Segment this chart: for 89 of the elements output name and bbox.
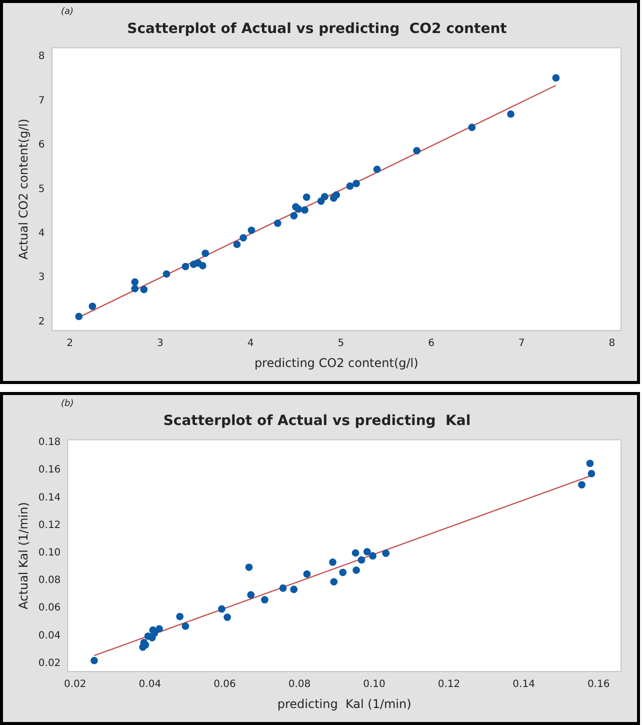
x-tick-label: 6 <box>428 338 434 350</box>
point <box>279 584 287 592</box>
y-tick-label: 0.14 <box>38 492 61 504</box>
y-tick-label: 0.12 <box>38 520 61 531</box>
text: (b) <box>61 399 74 409</box>
point <box>586 460 594 468</box>
point <box>339 568 347 576</box>
y-tick-label: 0.18 <box>38 437 61 448</box>
point <box>248 226 256 234</box>
y-tick-label: 3 <box>38 272 45 284</box>
point <box>552 74 560 82</box>
point <box>90 656 98 664</box>
y-tick-label: 0.10 <box>38 548 61 559</box>
text: (a) <box>61 7 74 17</box>
x-tick-label: 2 <box>66 338 74 350</box>
x-tick-label: 0.06 <box>214 679 236 690</box>
y-tick-label: 4 <box>38 228 45 239</box>
x-tick-label: 0.02 <box>64 679 86 690</box>
point <box>302 193 310 201</box>
point <box>468 124 476 132</box>
y-axis-title: Actual Kal (1/min) <box>16 502 30 610</box>
x-tick-label: 0.04 <box>138 679 162 690</box>
y-tick-label: 0.02 <box>38 658 61 669</box>
y-tick-label: 0.16 <box>38 464 61 476</box>
point <box>176 612 184 620</box>
point <box>382 550 390 557</box>
point <box>329 558 336 566</box>
x-tick-label: 7 <box>518 338 525 350</box>
y-tick-label: 7 <box>38 95 45 106</box>
point <box>247 591 255 599</box>
point <box>274 220 282 227</box>
x-tick-label: 0.10 <box>363 679 386 690</box>
y-tick-label: 5 <box>38 184 45 195</box>
x-tick-label: 0.14 <box>512 679 535 690</box>
x-tick-label: 8 <box>608 338 616 350</box>
point <box>131 284 139 292</box>
x-tick-label: 0.16 <box>587 679 610 690</box>
y-tick-label: 0.04 <box>38 630 61 642</box>
point <box>88 302 96 310</box>
point <box>578 481 586 488</box>
point <box>182 262 190 270</box>
point <box>162 270 170 278</box>
point <box>261 596 268 604</box>
point <box>218 605 226 613</box>
x-tick-label: 5 <box>338 338 344 350</box>
point <box>245 564 253 571</box>
y-tick-label: 0.08 <box>38 575 61 586</box>
point <box>294 205 302 213</box>
point <box>358 556 366 564</box>
point <box>352 566 360 574</box>
chart-title: Scatterplot of Actual vs predicting CO2 content <box>127 21 508 38</box>
point <box>332 191 340 199</box>
x-tick-label: 0.12 <box>438 679 460 690</box>
y-axis-title: Actual CO2 content(g/l) <box>16 118 30 260</box>
point <box>156 625 163 633</box>
point <box>320 193 328 200</box>
x-tick-label: 0.08 <box>288 679 311 690</box>
point <box>290 212 298 220</box>
x-tick-label: 3 <box>157 338 164 350</box>
point <box>202 250 210 257</box>
point <box>363 548 371 556</box>
point <box>507 110 514 118</box>
point <box>303 570 311 578</box>
point <box>352 549 360 557</box>
point <box>224 614 232 621</box>
point <box>140 286 148 294</box>
point <box>346 182 354 190</box>
point <box>233 240 241 248</box>
y-tick-label: 2 <box>38 316 45 328</box>
point <box>301 206 308 214</box>
point <box>330 578 338 586</box>
point <box>75 312 83 320</box>
x-axis-title: predicting CO2 content(g/l) <box>254 356 418 370</box>
point <box>413 147 420 154</box>
y-tick-label: 8 <box>38 51 45 62</box>
y-tick-label: 6 <box>38 140 45 151</box>
point <box>588 470 596 478</box>
point <box>352 180 360 188</box>
point <box>373 166 381 174</box>
point <box>240 234 248 242</box>
chart-title: Scatterplot of Actual vs predicting Kal <box>163 413 471 430</box>
point <box>182 622 190 630</box>
y-tick-label: 0.06 <box>38 602 61 614</box>
point <box>198 262 206 270</box>
x-axis-title: predicting Kal (1/min) <box>277 696 412 711</box>
point <box>369 552 376 560</box>
point <box>290 586 298 594</box>
point <box>131 278 139 286</box>
x-tick-label: 4 <box>247 338 254 350</box>
